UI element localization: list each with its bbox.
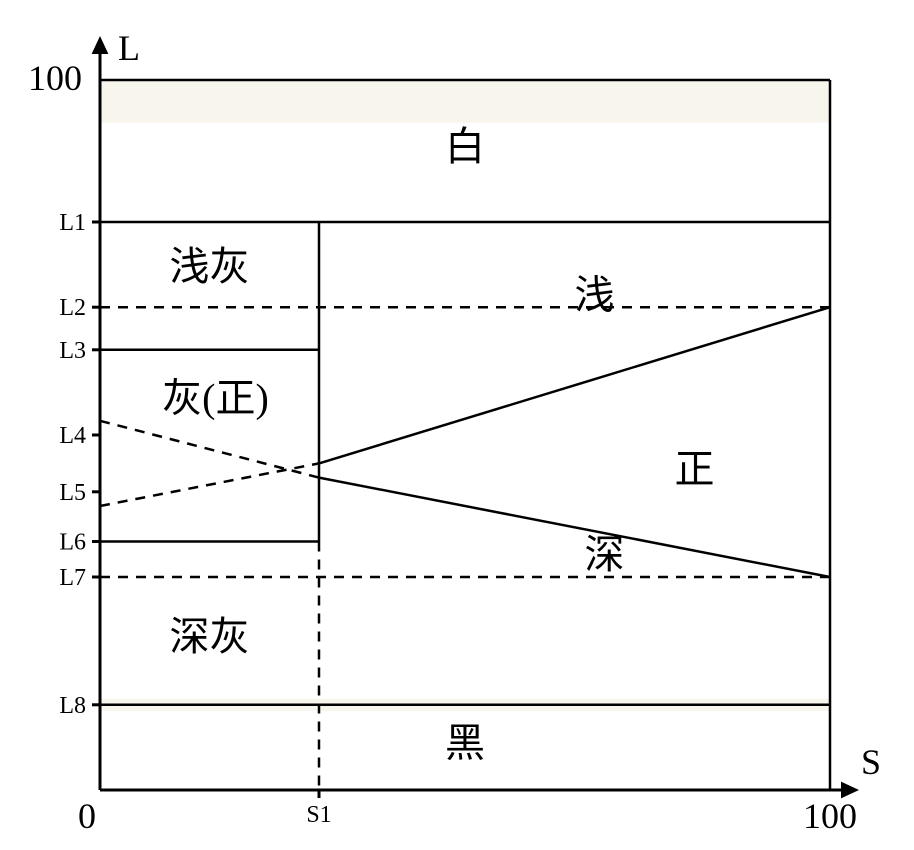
tick-label-L7: L7: [59, 565, 86, 591]
y-max-label: 100: [28, 58, 82, 98]
tick-label-L1: L1: [59, 210, 86, 236]
y-axis-arrow: [92, 36, 109, 54]
diagram-svg: L1 L2 L3 L4 L5 L6 L7 L8 100 L S1 100 0 S 白浅灰浅灰(正) 正深深灰黑: [0, 0, 914, 850]
tick-label-L8: L8: [59, 693, 86, 719]
diag-cross-up: [100, 463, 319, 506]
diag-lower-solid: [319, 478, 830, 577]
x-axis-label: S: [861, 742, 881, 782]
label-gray-normal: 灰(正): [162, 376, 269, 421]
x-max-label: 100: [803, 796, 857, 836]
tick-label-L3: L3: [59, 338, 86, 364]
tick-label-S1: S1: [306, 802, 331, 828]
label-normal: 正: [675, 447, 715, 492]
origin-label: 0: [78, 796, 96, 836]
top-band: [100, 80, 830, 123]
tick-label-L2: L2: [59, 295, 86, 321]
y-axis-label: L: [118, 28, 140, 68]
label-black: 黑: [445, 721, 485, 766]
color-region-diagram: L1 L2 L3 L4 L5 L6 L7 L8 100 L S1 100 0 S 白浅灰浅灰(正) 正深深灰黑: [0, 0, 914, 850]
label-light: 浅: [575, 272, 615, 317]
diag-upper-solid: [319, 307, 830, 463]
tick-label-L6: L6: [59, 530, 86, 556]
label-light-gray: 浅灰: [170, 244, 250, 289]
tick-label-L5: L5: [59, 480, 86, 506]
tick-label-L4: L4: [59, 423, 86, 449]
label-dark: 深: [585, 532, 625, 577]
label-dark-gray: 深灰: [170, 614, 250, 659]
label-white: 白: [445, 124, 485, 169]
